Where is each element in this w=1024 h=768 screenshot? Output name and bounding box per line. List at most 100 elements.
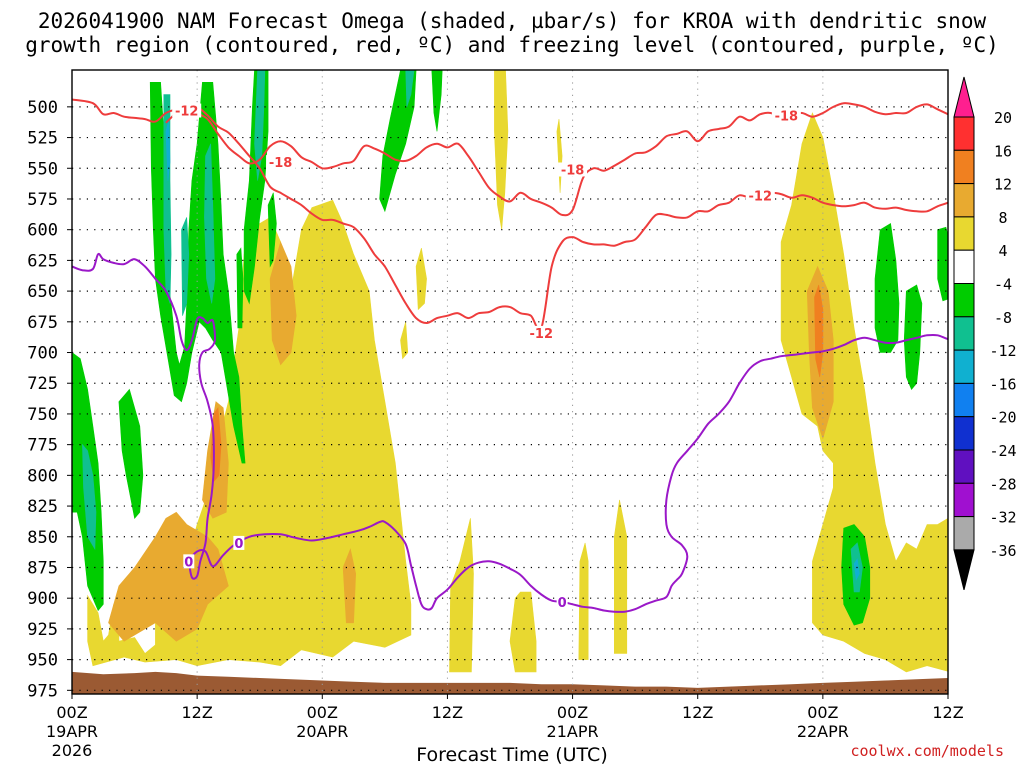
colorbar-bin [953, 349, 975, 384]
colorbar-label: -28 [989, 475, 1016, 493]
omega-region [236, 247, 244, 329]
dgz-contour--18-label: -18 [269, 156, 293, 171]
colorbar-bin [953, 516, 975, 551]
colorbar-bottom-arrow [953, 549, 975, 591]
y-tick-label: 975 [27, 681, 58, 701]
y-tick-label: 900 [27, 589, 58, 609]
terrain-fill [72, 671, 948, 694]
colorbar-bin [953, 316, 975, 351]
chart-title-line-1: 2026041900 NAM Forecast Omega (shaded, µ… [37, 9, 987, 33]
colorbar-top-arrow [953, 76, 975, 118]
colorbar-label: -20 [989, 409, 1016, 427]
freezing-level-contour-label: 0 [558, 596, 567, 611]
y-tick-label: 675 [27, 313, 58, 333]
y-tick-label: 625 [27, 251, 58, 271]
contours: -18 -18 -18 -12 -12 -12 0 0 0 [72, 98, 948, 613]
y-tick-label: 500 [27, 98, 58, 118]
freezing-level-contour-label-bg [233, 535, 245, 550]
y-tick-label: 800 [27, 466, 58, 486]
y-tick-label: 750 [27, 405, 58, 425]
omega-region [415, 248, 427, 311]
dgz-contour--18-label: -18 [775, 109, 799, 124]
y-tick-label: 775 [27, 436, 58, 456]
y-tick-label: 600 [27, 221, 58, 241]
colorbar: 20 16 12 8 4 -4 -8 -12 -16 -20 -24 -28 -32 -36 [953, 76, 1017, 591]
x-tick-label: 12Z [932, 703, 963, 722]
colorbar-bin [953, 382, 975, 418]
x-tick-label: 12Z [181, 703, 212, 722]
omega-region [509, 591, 537, 673]
omega-region [405, 70, 415, 107]
dgz-contour--12-label-bg [745, 188, 775, 203]
omega-region [269, 241, 297, 366]
colorbar-bin [953, 416, 975, 451]
x-date-label: 22APR [797, 722, 849, 741]
freezing-level-contour-label-bg [183, 554, 195, 569]
colorbar-label: -4 [994, 276, 1012, 294]
freezing-level-contour-label: 0 [234, 537, 243, 552]
dgz-contour--18-label-bg [266, 155, 296, 170]
colorbar-label: -36 [989, 542, 1016, 560]
x-tick-label: 00Z [807, 703, 838, 722]
colorbar-bin [953, 482, 975, 518]
y-tick-label: 575 [27, 190, 58, 210]
omega-region [149, 82, 246, 464]
x-tick-label: 00Z [56, 703, 87, 722]
x-tick-label: 12Z [432, 703, 463, 722]
y-tick-label: 650 [27, 282, 58, 302]
dgz-contour--12-label-bg [172, 103, 202, 118]
colorbar-label: 20 [994, 109, 1012, 127]
x-date-label: 20APR [296, 722, 348, 741]
dgz-contour--18-line [72, 98, 948, 217]
y-tick-label: 850 [27, 528, 58, 548]
colorbar-label: 16 [994, 142, 1012, 160]
colorbar-label: -12 [989, 342, 1016, 360]
omega-region [165, 119, 171, 181]
y-tick-label: 700 [27, 344, 58, 364]
colorbar-bin [953, 149, 975, 185]
dgz-contour--12-label: -12 [749, 189, 773, 204]
omega-shading [72, 70, 948, 673]
x-year-label: 2026 [52, 741, 93, 760]
y-tick-label: 550 [27, 159, 58, 179]
colorbar-label: -16 [989, 375, 1016, 393]
omega-region [494, 70, 509, 230]
plot-frame [71, 69, 949, 695]
colorbar-label: -24 [989, 442, 1016, 460]
dgz-contour--12-label-bg [526, 325, 556, 340]
omega-region [108, 511, 229, 642]
colorbar-label: 12 [994, 176, 1012, 194]
colorbar-label: -32 [989, 509, 1016, 527]
dgz-contour--12-line [165, 104, 948, 331]
colorbar-bin [953, 249, 975, 284]
y-tick-label: 525 [27, 129, 58, 149]
omega-region [814, 284, 824, 378]
omega-region [118, 388, 144, 519]
freezing-level-contour-label-bg [556, 594, 568, 609]
colorbar-bin [953, 283, 975, 318]
omega-region [431, 70, 443, 132]
chart-title-line-2: growth region (contoured, red, ºC) and f… [25, 33, 999, 57]
colorbar-bin [953, 116, 975, 151]
omega-region [780, 112, 948, 673]
x-date-label: 21APR [547, 722, 599, 741]
x-tick-label: 00Z [307, 703, 338, 722]
y-tick-label: 950 [27, 651, 58, 671]
dgz-contour--12-label: -12 [530, 327, 554, 342]
omega-region [853, 558, 860, 581]
colorbar-label: 8 [998, 209, 1007, 227]
omega-region [400, 321, 409, 360]
x-date-label: 19APR [46, 722, 98, 741]
x-tick-label: 00Z [557, 703, 588, 722]
y-tick-label: 925 [27, 620, 58, 640]
dgz-contour--12-label: -12 [175, 105, 199, 120]
x-tick-label: 12Z [682, 703, 713, 722]
omega-region [614, 499, 628, 654]
omega-region [87, 199, 412, 667]
colorbar-bin [953, 216, 975, 251]
credit-text[interactable]: coolwx.com/models [850, 742, 1004, 760]
omega-region [82, 443, 97, 551]
omega-region [937, 226, 948, 302]
omega-region [874, 223, 900, 353]
